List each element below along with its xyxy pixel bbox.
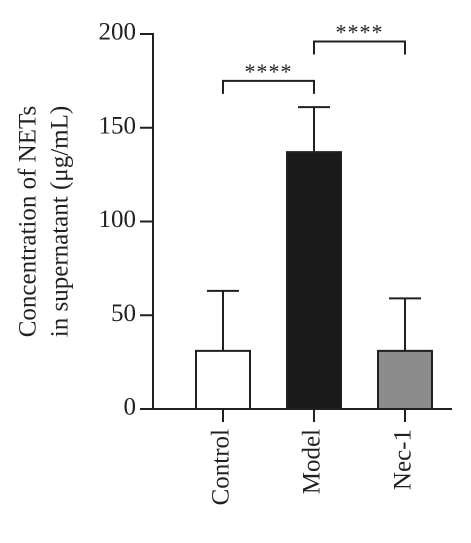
y-axis-label-line: Concentration of NETs bbox=[15, 106, 42, 338]
y-tick-label: 50 bbox=[111, 300, 136, 327]
significance-label: **** bbox=[336, 20, 384, 45]
category-label-control: Control bbox=[208, 429, 235, 505]
significance-brackets: **** **** bbox=[222, 20, 406, 94]
y-tick-label: 0 bbox=[124, 394, 137, 421]
category-label-model: Model bbox=[299, 429, 326, 494]
significance-bracket bbox=[313, 40, 406, 55]
significance-bracket bbox=[222, 79, 315, 94]
y-tick-label: 150 bbox=[99, 112, 137, 139]
bar-nec-1 bbox=[377, 349, 433, 410]
y-axis-label-line: in supernatant (μg/mL) bbox=[47, 106, 74, 337]
y-tick-label: 200 bbox=[99, 19, 137, 46]
bar-control bbox=[195, 349, 251, 410]
bars bbox=[195, 151, 433, 410]
category-label-nec-1: Nec-1 bbox=[390, 429, 417, 490]
significance-label: **** bbox=[245, 59, 293, 84]
category-labels: Control Model Nec-1 bbox=[208, 429, 417, 505]
error-bars bbox=[207, 106, 421, 351]
y-tick-label: 100 bbox=[99, 206, 137, 233]
y-axis-label: Concentration of NETs in supernatant (μg/… bbox=[15, 106, 74, 338]
bar-model bbox=[286, 151, 342, 410]
